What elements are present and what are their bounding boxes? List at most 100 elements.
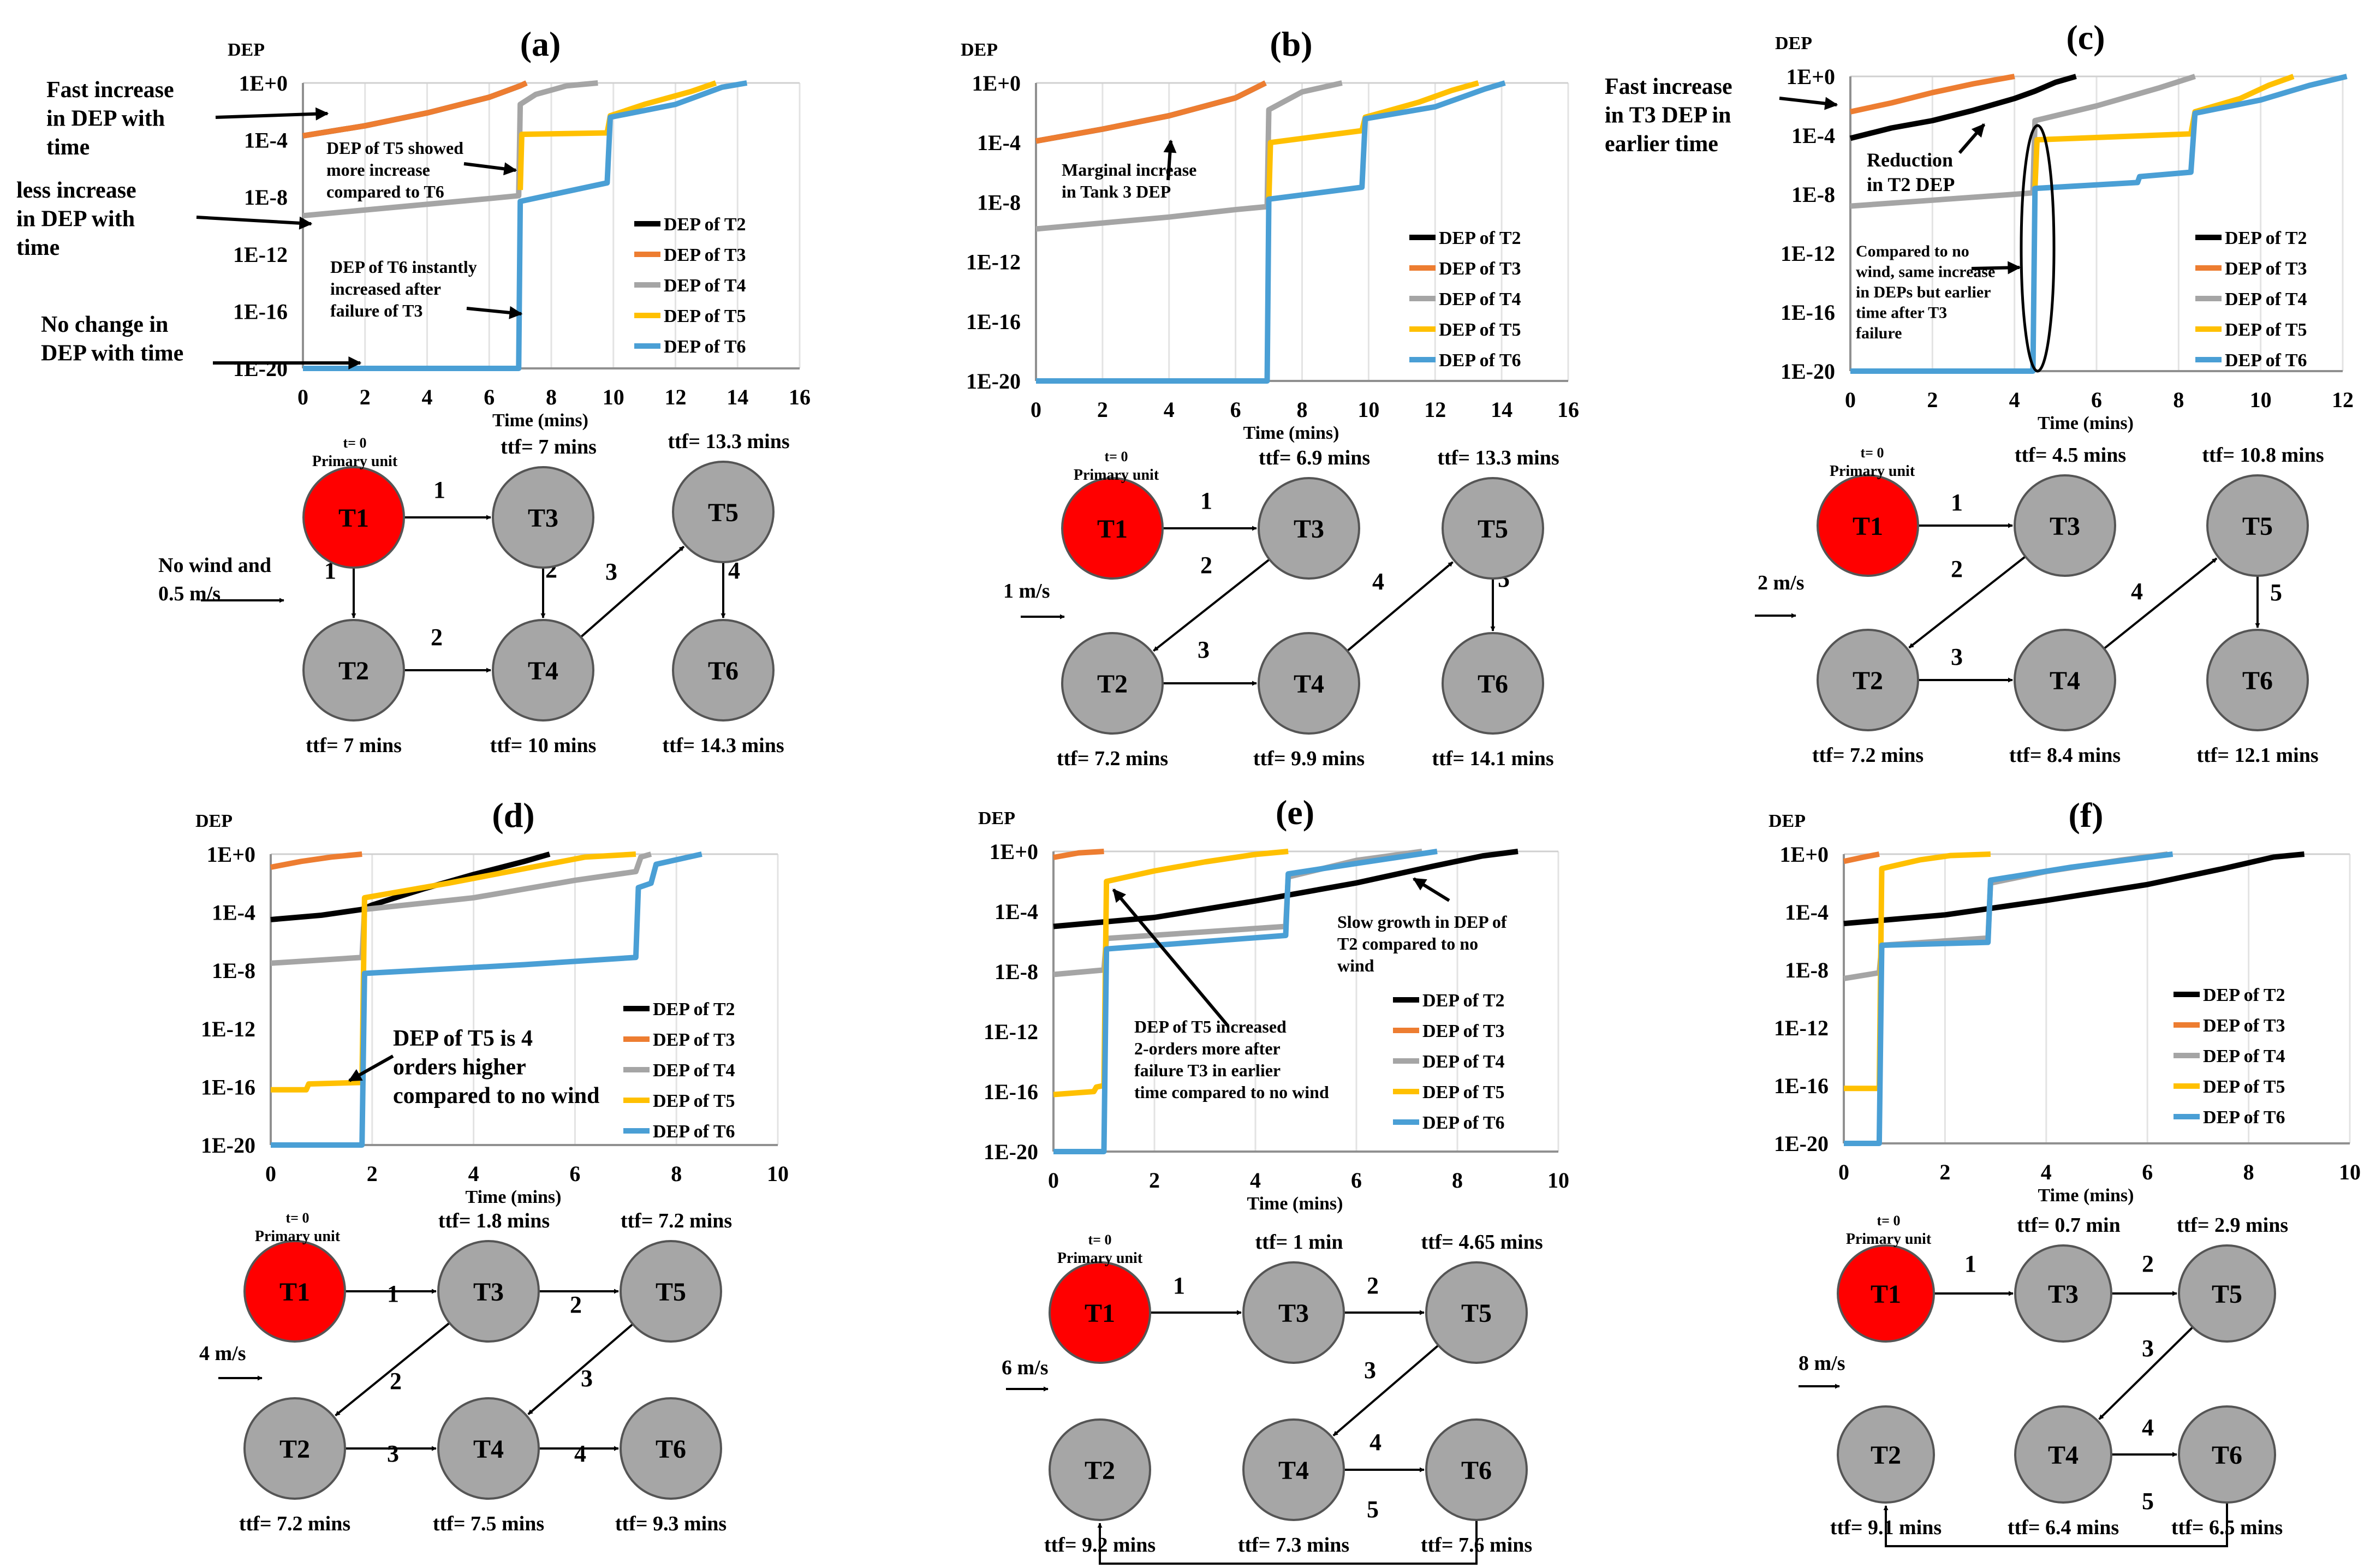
y-axis-label: DEP [195,811,233,831]
tank-label: T5 [1461,1299,1492,1328]
ttf-label: ttf= 8.4 mins [2009,744,2121,767]
tank-label: T2 [1085,1456,1115,1485]
x-tick-label: 6 [2091,387,2102,412]
series-line-dep-of-t3 [1843,851,1880,865]
y-tick-label: 1E-16 [1774,1074,1829,1098]
ttf-label: ttf= 4.65 mins [1421,1231,1543,1254]
legend-entry: DEP of T6 [664,337,746,357]
edge-label: 1 [433,476,445,503]
edge-label: 2 [1367,1272,1379,1299]
tank-label: T6 [1461,1456,1492,1485]
primary-unit-label: Primary unit [1830,463,1915,480]
ttf-label: ttf= 12.1 mins [2196,744,2318,767]
x-tick-label: 2 [367,1161,378,1186]
chart-panel-2: 1E+0 1E-4 1E-8 1E-12 1E-16 1E-20 0 2 4 6 8 10 12 14 16… [961,25,1579,443]
legend-entry: DEP of T5 [664,306,746,326]
series-line-dep-of-t5 [1844,851,1991,1092]
x-axis-label: Time (mins) [492,410,588,431]
ttf-label: ttf= 9.1 mins [1830,1516,1942,1539]
legend-entry: DEP of T4 [664,276,746,296]
wind-speed-label: 4 m/s [199,1342,246,1365]
tank-node-t4 [437,1397,540,1500]
series-line-dep-of-t6 [1053,849,1438,1154]
x-tick-label: 0 [297,385,308,409]
edge-label: 2 [2142,1250,2154,1277]
primary-time-label: t= 0 [1088,1232,1112,1248]
legend-entry: DEP of T2 [1439,228,1521,248]
series-line-dep-of-t5 [2032,74,2295,187]
chart-panel-4: 1E+0 1E-4 1E-8 1E-12 1E-16 1E-20 0 2 4 6 8 10 DEP Tim… [195,796,789,1207]
ttf-label: ttf= 13.3 mins [668,430,789,453]
legend-entry: DEP of T6 [2225,350,2307,371]
primary-unit-label: Primary unit [1846,1231,1932,1248]
ttf-label: ttf= 7.2 mins [1812,744,1924,767]
primary-time-label: t= 0 [343,435,367,451]
annotation-arrow [466,306,523,319]
x-tick-label: 6 [2142,1160,2153,1184]
x-tick-label: 2 [1097,397,1108,422]
series-line-dep-of-t6 [303,80,748,371]
y-tick-label: 1E+0 [239,71,288,96]
ttf-label: ttf= 14.1 mins [1432,747,1553,770]
x-tick-label: 6 [1351,1168,1362,1193]
wind-speed-label: 1 m/s [1003,580,1050,603]
tank-label: T4 [2050,666,2080,695]
edge-label: 2 [570,1291,582,1318]
annotation-text: DEP of T6 instantly increased after failur… [330,257,477,320]
x-tick-label: 8 [546,385,557,409]
primary-time-label: t= 0 [1877,1213,1901,1229]
ttf-label: ttf= 7.2 mins [239,1512,350,1535]
wind-speed-label: 2 m/s [1758,571,1805,594]
series-line-dep-of-t6 [271,851,702,1148]
legend-entry: DEP of T4 [2203,1046,2285,1066]
y-tick-label: 1E-8 [244,185,288,210]
legend-entry: DEP of T5 [2203,1077,2285,1097]
tank-node-t3 [437,1240,540,1343]
edge-label: 3 [581,1365,593,1392]
legend-entry: DEP of T3 [653,1030,735,1050]
y-tick-label: 1E+0 [1787,64,1835,89]
y-axis-label: DEP [1775,33,1812,53]
tank-node-t2 [1837,1405,1935,1504]
network-edge [580,545,685,638]
annotation-arrow [1112,889,1230,1027]
tank-label: T3 [1278,1299,1309,1328]
y-tick-label: 1E-8 [1785,958,1829,982]
tank-node-t4 [492,619,594,722]
edge-label: 5 [1367,1496,1379,1523]
ttf-label: ttf= 6.4 mins [2008,1516,2119,1539]
x-tick-label: 8 [1452,1168,1463,1193]
x-tick-label: 2 [1149,1168,1160,1193]
series-line-dep-of-t3 [1849,74,2015,115]
x-tick-label: 10 [603,385,624,409]
primary-time-label: t= 0 [1861,445,1884,461]
legend-entry: DEP of T2 [664,214,746,235]
annotation-text: Marginal increase in Tank 3 DEP [1062,160,1196,201]
series-line-dep-of-t6 [1844,851,2174,1146]
tank-node-t3 [2014,474,2116,577]
panel-label: (e) [1276,793,1314,832]
primary-unit-label: Primary unit [1057,1250,1143,1267]
series-line-dep-of-t2 [1053,849,1519,929]
tank-node-t2 [1817,629,1919,731]
edge-label: 2 [1951,556,1963,582]
annotation-text: Reduction in T2 DEP [1867,149,1955,195]
tank-node-t2 [1061,632,1164,735]
legend-entry: DEP of T5 [1439,320,1521,340]
primary-time-label: t= 0 [286,1210,309,1226]
tank-label: T5 [708,498,739,527]
x-tick-label: 10 [1547,1168,1569,1193]
network-diagram-5: 1 2 3 4 5 T1 T3 ttf= 1 min T5 ttf= 4.65 mins T2 ttf… [1002,1231,1543,1565]
x-tick-label: 14 [727,385,748,409]
x-tick-label: 8 [2243,1160,2254,1184]
primary-unit-label: Primary unit [1074,467,1159,484]
tank-label: T2 [279,1435,310,1464]
y-tick-label: 1E+0 [207,842,255,867]
series-line-dep-of-t6 [1850,74,2348,374]
y-tick-label: 1E-12 [1781,241,1835,266]
tank-label: T4 [473,1435,504,1464]
tank-label: T4 [1294,670,1324,699]
annotation-text: less increase in DEP with time [16,178,136,260]
edge-label: 1 [1951,489,1963,516]
